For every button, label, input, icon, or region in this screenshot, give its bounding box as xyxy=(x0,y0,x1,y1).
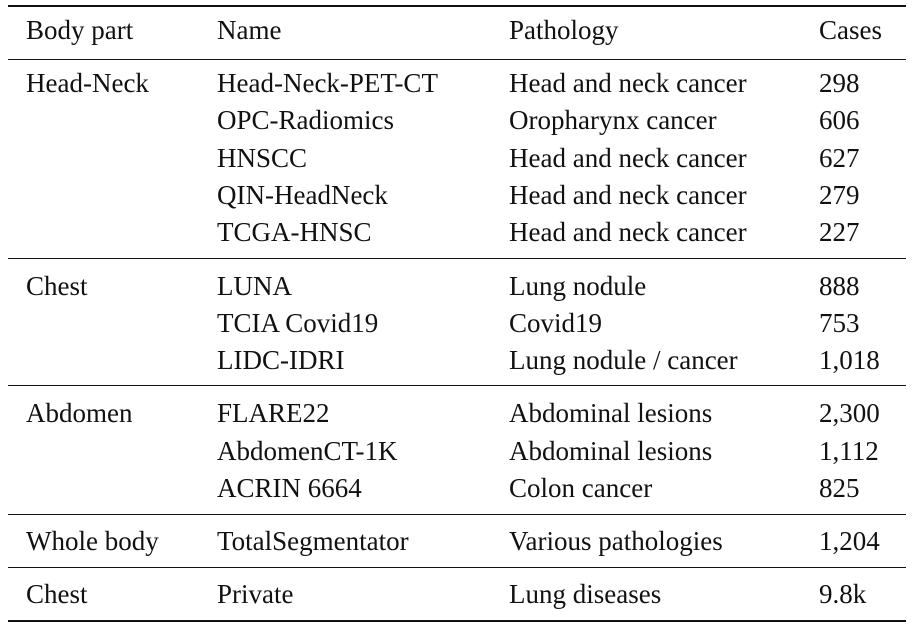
name-cell: Private xyxy=(217,579,294,609)
pathology-cell: Abdominal lesions xyxy=(509,398,713,428)
header-body-part: Body part xyxy=(26,15,134,45)
pathology-cell: Lung diseases xyxy=(509,579,662,609)
name-cell: LIDC-IDRI xyxy=(217,345,345,375)
name-cell: TotalSegmentator xyxy=(217,526,409,556)
pathology-cell: Head and neck cancer xyxy=(509,217,747,247)
group-divider-private xyxy=(8,567,906,568)
cases-cell: 2,300 xyxy=(819,398,880,428)
cases-cell: 279 xyxy=(819,180,860,210)
pathology-cell: Head and neck cancer xyxy=(509,68,747,98)
cases-cell: 888 xyxy=(819,271,860,301)
body-part-cell: Head-Neck xyxy=(26,68,149,98)
name-cell: Head-Neck-PET-CT xyxy=(217,68,438,98)
pathology-cell: Colon cancer xyxy=(509,473,653,503)
group-divider-abdomen xyxy=(8,385,906,386)
group-divider-whole-body xyxy=(8,514,906,515)
body-part-cell: Whole body xyxy=(26,526,159,556)
cases-cell: 298 xyxy=(819,68,860,98)
cases-cell: 825 xyxy=(819,473,860,503)
name-cell: TCGA-HNSC xyxy=(217,217,372,247)
name-cell: LUNA xyxy=(217,271,292,301)
name-cell: ACRIN 6664 xyxy=(217,473,362,503)
cases-cell: 606 xyxy=(819,105,860,135)
body-part-cell: Chest xyxy=(26,579,88,609)
name-cell: FLARE22 xyxy=(217,398,330,428)
header-rule xyxy=(8,59,906,60)
cases-cell: 227 xyxy=(819,217,860,247)
header-cases: Cases xyxy=(819,15,882,45)
header-name: Name xyxy=(217,15,282,45)
cases-cell: 627 xyxy=(819,143,860,173)
name-cell: HNSCC xyxy=(217,143,308,173)
pathology-cell: Abdominal lesions xyxy=(509,436,713,466)
name-cell: TCIA Covid19 xyxy=(217,308,379,338)
body-part-cell: Chest xyxy=(26,271,88,301)
name-cell: QIN-HeadNeck xyxy=(217,180,388,210)
pathology-cell: Various pathologies xyxy=(509,526,723,556)
name-cell: OPC-Radiomics xyxy=(217,105,395,135)
name-cell: AbdomenCT-1K xyxy=(217,436,398,466)
bottom-rule xyxy=(8,620,906,622)
pathology-cell: Lung nodule / cancer xyxy=(509,345,738,375)
cases-cell: 1,018 xyxy=(819,345,880,375)
group-divider-chest xyxy=(8,258,906,259)
cases-cell: 9.8k xyxy=(819,579,867,609)
cases-cell: 1,112 xyxy=(819,436,879,466)
header-pathology: Pathology xyxy=(509,15,619,45)
top-rule xyxy=(8,5,906,7)
pathology-cell: Head and neck cancer xyxy=(509,143,747,173)
pathology-cell: Covid19 xyxy=(509,308,603,338)
cases-cell: 1,204 xyxy=(819,526,880,556)
pathology-cell: Head and neck cancer xyxy=(509,180,747,210)
pathology-cell: Oropharynx cancer xyxy=(509,105,717,135)
pathology-cell: Lung nodule xyxy=(509,271,647,301)
cases-cell: 753 xyxy=(819,308,860,338)
body-part-cell: Abdomen xyxy=(26,398,133,428)
